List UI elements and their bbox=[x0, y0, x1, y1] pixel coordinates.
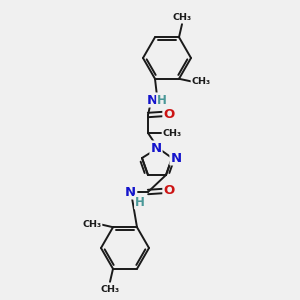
Text: CH₃: CH₃ bbox=[172, 13, 192, 22]
Text: O: O bbox=[164, 184, 175, 197]
Text: CH₃: CH₃ bbox=[162, 128, 182, 137]
Text: N: N bbox=[150, 142, 162, 154]
Text: CH₃: CH₃ bbox=[100, 285, 120, 294]
Text: H: H bbox=[135, 196, 145, 208]
Text: N: N bbox=[124, 185, 136, 199]
Text: N: N bbox=[170, 152, 182, 164]
Text: CH₃: CH₃ bbox=[191, 77, 211, 86]
Text: N: N bbox=[146, 94, 158, 106]
Text: CH₃: CH₃ bbox=[82, 220, 102, 229]
Text: H: H bbox=[157, 94, 167, 107]
Text: O: O bbox=[164, 107, 175, 121]
